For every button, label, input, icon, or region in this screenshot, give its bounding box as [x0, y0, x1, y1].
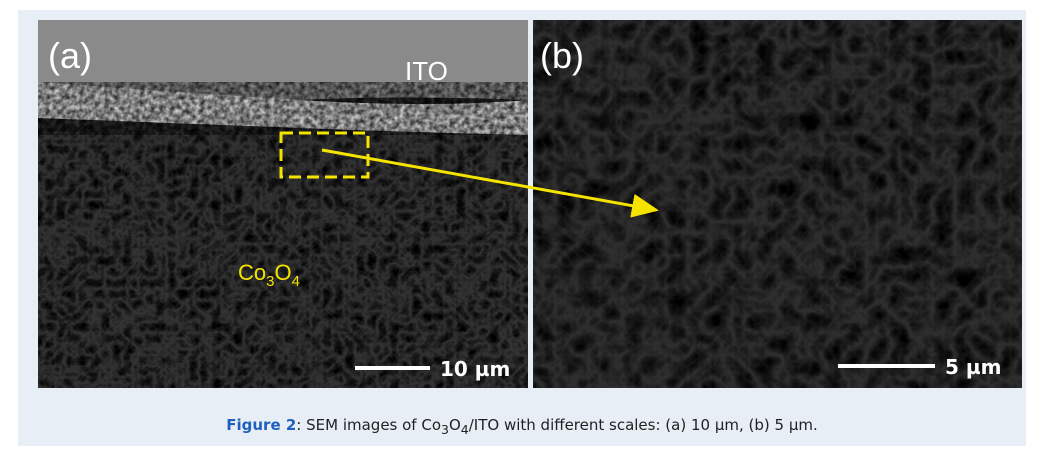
panel-b: (b) 5 µm: [533, 20, 1022, 388]
layer-label: ITO: [405, 56, 448, 86]
caption-sub: 3: [441, 422, 449, 437]
page: {"panels": [ {"label": "(a)", "top_layer…: [0, 0, 1044, 451]
caption-text: O: [449, 416, 461, 434]
caption: Figure 2: SEM images of Co3O4/ITO with d…: [0, 416, 1044, 437]
sem-texture: [533, 20, 1022, 388]
figure: (a) ITO Co3O4 10 µm (b) 5 µm: [0, 0, 1044, 451]
panel-a: (a) ITO Co3O4 10 µm: [38, 20, 528, 388]
panel-label: (a): [48, 35, 92, 76]
caption-text: /ITO with different scales: (a) 10 μm, (…: [469, 416, 818, 434]
scale-label: 5 µm: [945, 355, 1001, 379]
caption-sub: 4: [461, 422, 469, 437]
scale-label: 10 µm: [440, 357, 510, 381]
caption-label: Figure 2: [226, 416, 296, 434]
panel-label: (b): [540, 35, 584, 76]
caption-text: : SEM images of Co: [296, 416, 441, 434]
